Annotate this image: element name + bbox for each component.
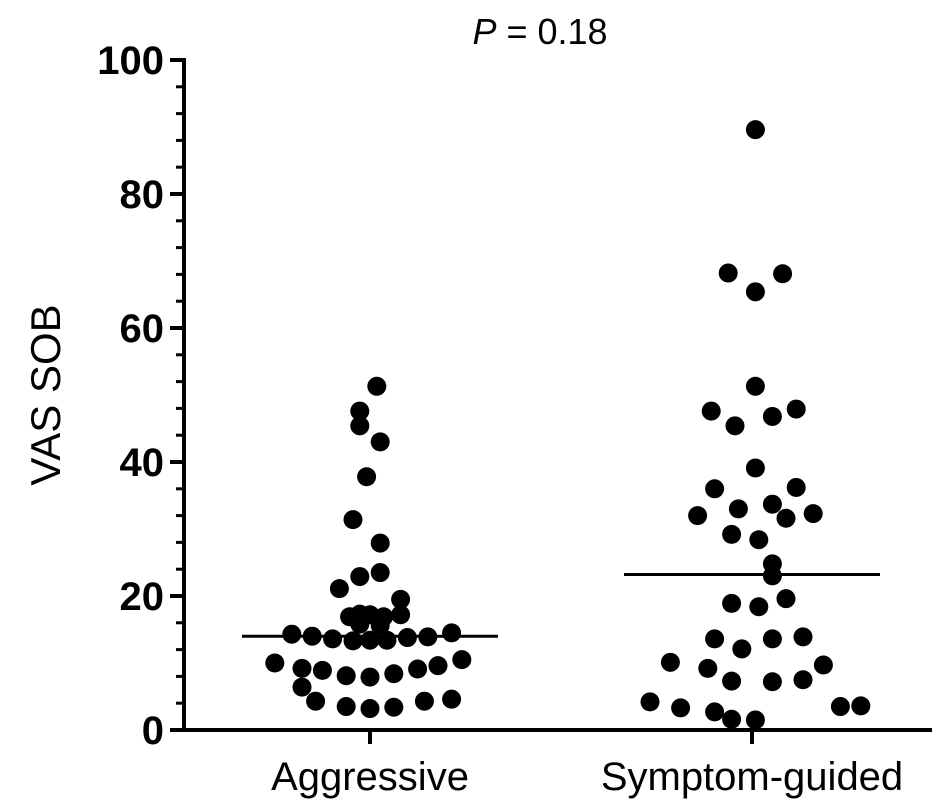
data-point <box>367 376 387 396</box>
data-point <box>793 627 813 647</box>
data-point <box>722 671 742 691</box>
data-point <box>660 652 680 672</box>
data-point <box>786 399 806 419</box>
data-point <box>414 691 434 711</box>
y-tick-label: 40 <box>120 441 165 485</box>
data-point <box>732 639 752 659</box>
y-tick-label: 60 <box>120 307 165 351</box>
data-point <box>329 579 349 599</box>
y-tick-label: 20 <box>120 575 165 619</box>
data-point <box>762 672 782 692</box>
data-point <box>377 630 397 650</box>
median-lines <box>242 573 880 638</box>
data-point <box>830 697 850 717</box>
data-point <box>442 623 462 643</box>
data-point <box>370 563 390 583</box>
data-point <box>312 660 332 680</box>
data-point <box>384 664 404 684</box>
data-point <box>452 650 472 670</box>
x-category-label: Symptom-guided <box>601 755 903 799</box>
data-point <box>306 691 326 711</box>
axes <box>182 58 932 732</box>
y-tick-label: 80 <box>120 173 165 217</box>
data-point <box>671 698 691 718</box>
data-point <box>762 629 782 649</box>
data-point <box>408 659 428 679</box>
y-tick-label: 0 <box>142 709 164 753</box>
data-point <box>343 510 363 530</box>
data-point <box>357 467 377 487</box>
data-point <box>391 605 411 625</box>
data-point <box>749 530 769 550</box>
data-point <box>336 666 356 686</box>
x-categories: Aggressive Symptom-guided <box>271 730 903 799</box>
data-point <box>813 655 833 675</box>
data-point <box>722 709 742 729</box>
data-point <box>384 697 404 717</box>
data-point <box>776 508 796 528</box>
data-point <box>745 710 765 730</box>
data-point <box>360 699 380 719</box>
data-point <box>745 120 765 140</box>
data-point <box>851 696 871 716</box>
data-point <box>786 477 806 497</box>
data-point <box>745 376 765 396</box>
data-point <box>725 416 745 436</box>
data-point <box>350 416 370 436</box>
x-category-label: Aggressive <box>271 755 469 799</box>
data-point <box>718 263 738 283</box>
data-point <box>360 667 380 687</box>
data-point <box>705 479 725 499</box>
data-point <box>722 524 742 544</box>
data-point <box>749 597 769 617</box>
data-point <box>762 494 782 514</box>
data-point <box>640 692 660 712</box>
data-point <box>350 567 370 587</box>
data-point <box>745 282 765 302</box>
data-point <box>370 615 390 635</box>
data-point <box>698 658 718 678</box>
data-point <box>776 589 796 609</box>
p-value-symbol: P <box>472 11 496 52</box>
data-point <box>282 624 302 644</box>
data-point <box>728 499 748 519</box>
data-point <box>370 533 390 553</box>
data-point <box>442 689 462 709</box>
data-point <box>343 631 363 651</box>
data-point <box>745 458 765 478</box>
data-point <box>360 630 380 650</box>
data-point <box>350 401 370 421</box>
y-tick-label: 100 <box>97 39 164 83</box>
y-axis-title: VAS SOB <box>22 304 69 485</box>
data-point <box>292 677 312 697</box>
data-point <box>350 614 370 634</box>
p-value-annotation: P = 0.18 <box>472 11 607 52</box>
data-point <box>773 264 793 284</box>
data-point <box>762 406 782 426</box>
data-point <box>688 506 708 526</box>
data-points <box>265 120 871 730</box>
data-point <box>705 629 725 649</box>
data-point <box>803 504 823 524</box>
data-point <box>793 670 813 690</box>
data-point <box>705 702 725 722</box>
data-point <box>292 658 312 678</box>
y-ticks: 0 20 40 60 80 100 <box>97 39 184 753</box>
data-point <box>701 401 721 421</box>
data-point <box>336 697 356 717</box>
p-value-text: = 0.18 <box>496 11 607 52</box>
data-point <box>323 629 343 649</box>
data-point <box>722 593 742 613</box>
data-point <box>370 432 390 452</box>
data-point <box>391 589 411 609</box>
data-point <box>428 656 448 676</box>
data-point <box>265 653 285 673</box>
